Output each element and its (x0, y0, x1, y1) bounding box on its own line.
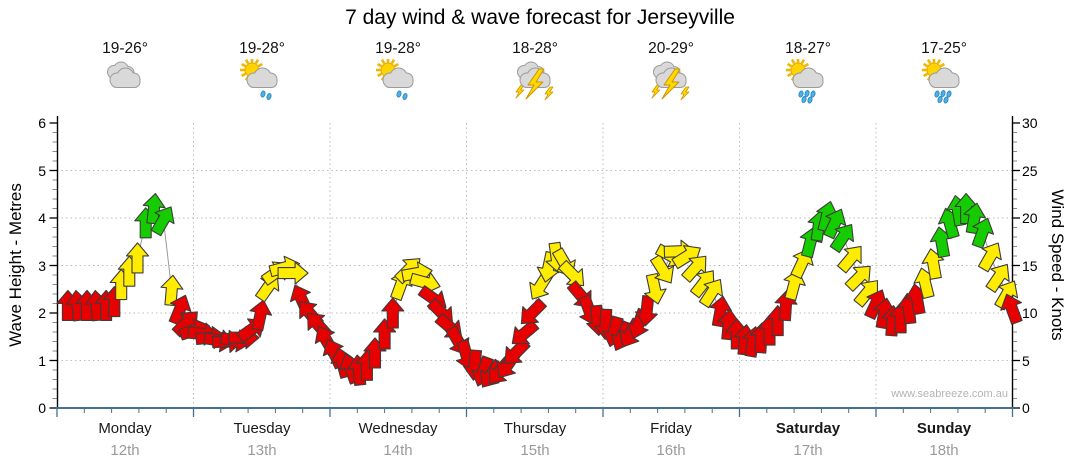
day-temp-range: 19-26° (102, 40, 148, 57)
x-axis-day-name: Wednesday (358, 420, 438, 437)
x-axis-day-name: Saturday (775, 420, 841, 437)
x-axis-day-date: 18th (929, 442, 959, 459)
left-axis-tick: 1 (38, 353, 46, 369)
day-temp-range: 19-28° (239, 40, 285, 57)
x-axis-day-name: Tuesday (233, 420, 291, 437)
weather-icon-storm (509, 59, 561, 105)
x-axis-day-name: Sunday (916, 420, 972, 437)
x-axis-day-name: Thursday (503, 420, 567, 437)
left-axis-tick: 0 (38, 400, 46, 416)
x-axis-day-date: 16th (656, 442, 686, 459)
x-axis-day-date: 17th (793, 442, 823, 459)
x-axis-day-date: 13th (247, 442, 277, 459)
left-axis-tick: 4 (38, 210, 46, 226)
weather-icon-partly-cloudy-rain (236, 58, 288, 105)
x-axis-day-name: Monday (98, 420, 152, 437)
right-axis-tick: 10 (1022, 305, 1038, 321)
x-axis-day-date: 15th (520, 442, 550, 459)
weather-icon-partly-cloudy-showers (782, 58, 834, 105)
right-axis-tick: 20 (1022, 210, 1038, 226)
x-axis-day-date: 12th (110, 442, 140, 459)
right-axis-tick: 0 (1022, 400, 1030, 416)
left-axis-tick: 3 (38, 258, 46, 274)
day-temp-range: 20-29° (648, 40, 694, 57)
weather-icon-storm (645, 59, 697, 105)
left-axis-tick: 6 (38, 115, 46, 131)
right-axis-tick: 25 (1022, 163, 1038, 179)
left-axis-tick: 5 (38, 163, 46, 179)
day-temp-range: 18-27° (785, 40, 831, 57)
chart-title: 7 day wind & wave forecast for Jerseyvil… (345, 6, 735, 29)
right-axis-tick: 5 (1022, 353, 1030, 369)
day-temp-range: 17-25° (921, 40, 967, 57)
weather-icon-partly-cloudy-showers (918, 58, 970, 105)
x-axis-day-name: Friday (650, 420, 692, 437)
x-axis-day-date: 14th (383, 442, 413, 459)
watermark-text: www.seabreeze.com.au (891, 388, 1008, 400)
right-axis-tick: 15 (1022, 258, 1038, 274)
day-temp-range: 18-28° (512, 40, 558, 57)
weather-icon-partly-cloudy-rain (372, 58, 424, 105)
left-axis-tick: 2 (38, 305, 46, 321)
right-axis-tick: 30 (1022, 115, 1038, 131)
weather-icon-cloudy (99, 59, 151, 105)
day-temp-range: 19-28° (375, 40, 421, 57)
